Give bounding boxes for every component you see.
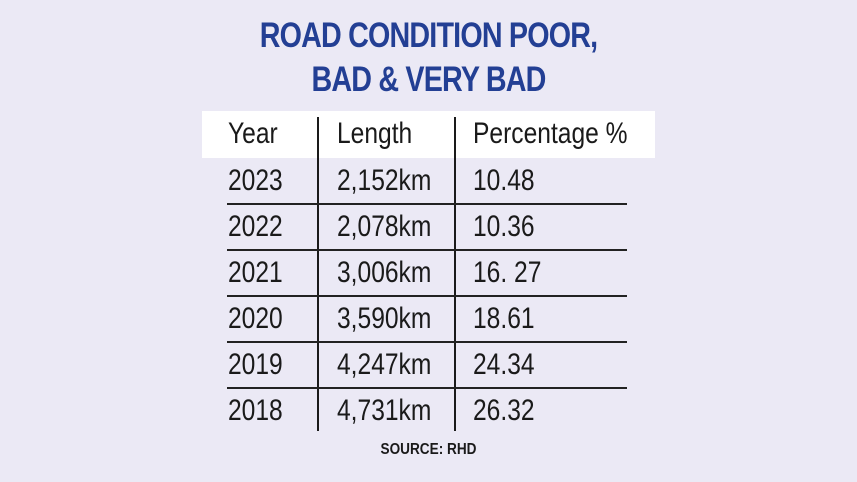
- cell-length: 4,731km: [337, 394, 432, 427]
- cell-year: 2022: [228, 210, 283, 243]
- cell-percentage: 18.61: [473, 302, 535, 335]
- column-divider-2: [454, 117, 456, 431]
- title-line-2: BAD & VERY BAD: [311, 60, 546, 99]
- cell-length: 2,152km: [337, 164, 432, 197]
- cell-percentage: 16. 27: [473, 256, 542, 289]
- cell-length: 4,247km: [337, 348, 432, 381]
- cell-percentage: 10.36: [473, 210, 535, 243]
- cell-year: 2021: [228, 256, 283, 289]
- table-header-band: [202, 111, 655, 158]
- row-divider: [227, 387, 627, 389]
- cell-length: 2,078km: [337, 210, 432, 243]
- source-credit: SOURCE: RHD: [380, 441, 477, 458]
- row-divider: [227, 295, 627, 297]
- column-divider-1: [317, 117, 319, 431]
- title-line-1: ROAD CONDITION POOR,: [259, 16, 598, 55]
- chart-title: ROAD CONDITION POOR, BAD & VERY BAD: [77, 14, 780, 102]
- cell-year: 2023: [228, 164, 283, 197]
- cell-year: 2018: [228, 394, 283, 427]
- header-year: Year: [228, 117, 278, 150]
- header-percentage: Percentage %: [473, 117, 628, 150]
- row-divider: [227, 203, 627, 205]
- cell-percentage: 24.34: [473, 348, 535, 381]
- cell-percentage: 10.48: [473, 164, 535, 197]
- cell-year: 2019: [228, 348, 283, 381]
- cell-length: 3,006km: [337, 256, 432, 289]
- row-divider: [227, 341, 627, 343]
- cell-length: 3,590km: [337, 302, 432, 335]
- cell-percentage: 26.32: [473, 394, 535, 427]
- header-length: Length: [337, 117, 413, 150]
- cell-year: 2020: [228, 302, 283, 335]
- row-divider: [227, 249, 627, 251]
